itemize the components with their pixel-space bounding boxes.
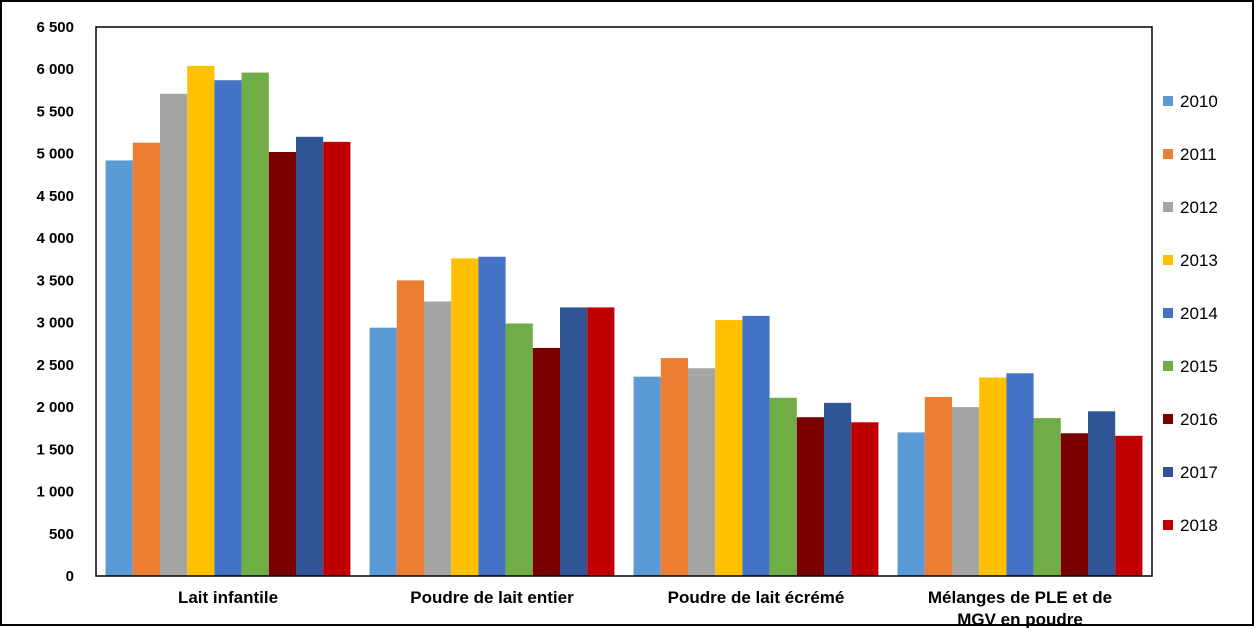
bar — [505, 323, 533, 576]
bar — [478, 256, 506, 576]
y-tick-label: 4 000 — [36, 230, 74, 247]
bar — [105, 160, 133, 577]
legend-label: 2011 — [1180, 145, 1217, 164]
legend-label: 2013 — [1180, 251, 1218, 270]
legend-swatch — [1163, 255, 1173, 265]
category-label: Lait infantile — [178, 588, 278, 607]
bar — [824, 402, 852, 576]
bar — [660, 358, 688, 576]
y-tick-label: 6 000 — [36, 61, 74, 78]
bar — [952, 407, 980, 576]
bar — [979, 377, 1007, 576]
legend-item: 2013 — [1163, 251, 1218, 270]
legend-label: 2018 — [1180, 516, 1218, 535]
bar — [851, 422, 879, 576]
x-axis-labels: Lait infantile Poudre de lait entier Poudr… — [178, 588, 1112, 628]
legend-swatch — [1163, 202, 1173, 212]
y-axis-ticks: 0 500 1 000 1 500 2 000 2 500 3 000 3 500 4 000 4… — [36, 19, 74, 585]
legend-swatch — [1163, 520, 1173, 530]
bar — [742, 315, 770, 576]
bar — [1006, 373, 1034, 576]
y-tick-label: 3 000 — [36, 315, 74, 332]
y-tick-label: 2 000 — [36, 399, 74, 416]
legend-item: 2017 — [1163, 463, 1218, 482]
bar — [1115, 435, 1143, 576]
bar — [587, 307, 615, 576]
legend: 2010 2011 2012 2013 2014 2015 2016 2017 2018 — [1163, 92, 1218, 535]
bar — [268, 152, 296, 576]
bar — [715, 320, 743, 576]
legend-label: 2017 — [1180, 463, 1218, 482]
bar — [369, 327, 397, 576]
bar — [796, 417, 824, 576]
legend-swatch — [1163, 96, 1173, 106]
bar — [160, 93, 188, 577]
legend-item: 2016 — [1163, 410, 1218, 429]
bar — [187, 65, 215, 577]
bar — [532, 347, 560, 576]
bar — [296, 136, 324, 577]
y-tick-label: 5 000 — [36, 146, 74, 163]
bar — [1060, 433, 1088, 576]
bar — [424, 301, 452, 576]
bar — [132, 142, 160, 576]
bar — [769, 397, 797, 576]
legend-swatch — [1163, 467, 1173, 477]
bar — [897, 432, 925, 576]
bar — [688, 368, 716, 576]
bar — [633, 376, 661, 576]
legend-item: 2011 — [1163, 145, 1217, 164]
legend-label: 2014 — [1180, 304, 1218, 323]
bar — [214, 80, 242, 577]
y-tick-label: 0 — [66, 568, 74, 585]
bar — [241, 72, 269, 577]
bars — [105, 65, 1143, 577]
category-label: Poudre de lait écrémé — [668, 588, 845, 607]
legend-item: 2012 — [1163, 198, 1218, 217]
legend-swatch — [1163, 308, 1173, 318]
legend-label: 2010 — [1180, 92, 1218, 111]
y-tick-label: 3 500 — [36, 272, 74, 289]
legend-label: 2015 — [1180, 357, 1218, 376]
category-label: Mélanges de PLE et de — [928, 588, 1112, 607]
category-label: MGV en poudre — [957, 610, 1083, 628]
legend-item: 2015 — [1163, 357, 1218, 376]
bar — [1088, 411, 1116, 576]
bar — [560, 307, 588, 576]
legend-item: 2018 — [1163, 516, 1218, 535]
legend-label: 2012 — [1180, 198, 1218, 217]
y-tick-label: 1 500 — [36, 441, 74, 458]
legend-item: 2010 — [1163, 92, 1218, 111]
bar — [1033, 418, 1061, 576]
plot-area — [95, 26, 1153, 577]
legend-label: 2016 — [1180, 410, 1218, 429]
bar — [396, 280, 424, 576]
category-label: Poudre de lait entier — [410, 588, 574, 607]
y-tick-label: 500 — [49, 526, 74, 543]
y-tick-label: 5 500 — [36, 103, 74, 120]
legend-swatch — [1163, 361, 1173, 371]
y-tick-label: 4 500 — [36, 188, 74, 205]
bar — [924, 396, 952, 576]
legend-swatch — [1163, 414, 1173, 424]
y-tick-label: 6 500 — [36, 19, 74, 36]
y-tick-label: 1 000 — [36, 484, 74, 501]
legend-item: 2014 — [1163, 304, 1218, 323]
bar — [451, 258, 479, 576]
y-tick-label: 2 500 — [36, 357, 74, 374]
legend-swatch — [1163, 149, 1173, 159]
plot-border — [95, 26, 1153, 577]
bar — [323, 141, 351, 577]
